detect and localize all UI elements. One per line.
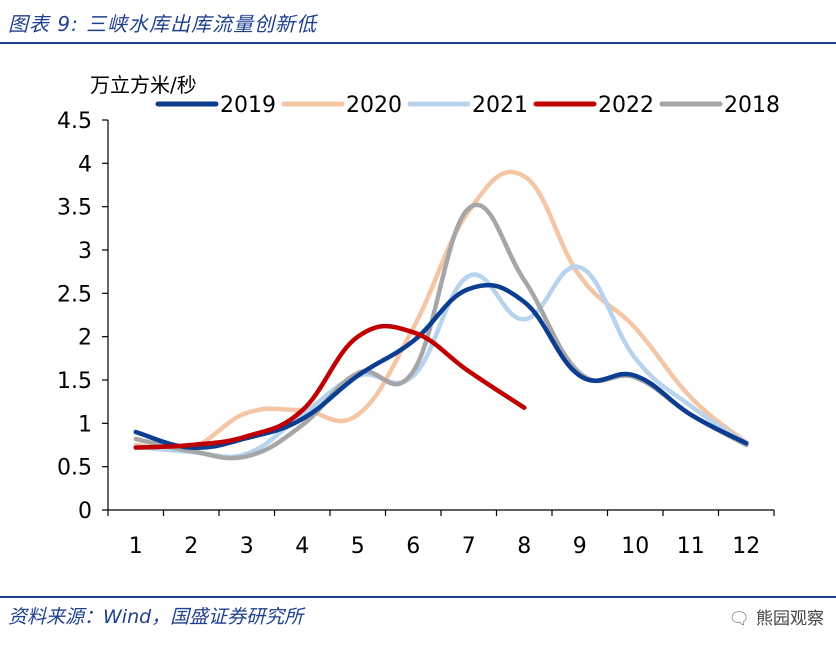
legend-label-2019: 2019	[220, 93, 276, 118]
legend-label-2020: 2020	[346, 93, 402, 118]
footer-divider	[0, 596, 836, 598]
legend-label-2021: 2021	[472, 93, 528, 118]
y-axis-unit-label: 万立方米/秒	[90, 73, 197, 97]
axes: 00.511.522.533.544.51 2 3 4 5 6 7 8 9 10 11 12	[57, 109, 775, 559]
x-tick-label: 1	[129, 534, 143, 559]
y-tick-label: 3	[78, 239, 92, 264]
y-tick-label: 2.5	[57, 282, 92, 307]
y-tick-label: 1	[78, 412, 92, 437]
watermark: 🗨 熊园观察	[728, 604, 824, 629]
title-divider	[0, 42, 836, 44]
x-tick-label: 10	[621, 534, 649, 559]
x-tick-label: 8	[517, 534, 531, 559]
wechat-icon: 🗨	[728, 609, 750, 629]
x-tick-label: 3	[240, 534, 254, 559]
x-tick-label: 12	[732, 534, 760, 559]
legend: 2019 2020 2021 2022 2018	[155, 93, 780, 118]
series-line-2021	[133, 264, 749, 460]
y-tick-label: 2	[78, 326, 92, 351]
x-tick-label: 7	[462, 534, 476, 559]
x-tick-label: 4	[295, 534, 309, 559]
x-tick-label: 5	[351, 534, 365, 559]
line-chart: 2019 2020 2021 2022 2018 万立方米/秒 0 0.5 1 1.5 2 2.5…	[57, 73, 780, 559]
figure-title: 图表 9: 三峡水库出库流量创新低	[8, 12, 318, 36]
source-note: 资料来源：Wind，国盛证券研究所	[8, 606, 304, 628]
y-tick-label: 3.5	[57, 196, 92, 221]
series-line-2018	[133, 202, 749, 461]
y-tick-label: 1.5	[57, 369, 92, 394]
y-tick-label: 4.5	[57, 109, 92, 134]
y-tick-label: 4	[78, 152, 92, 177]
y-tick-label: 0	[78, 499, 92, 524]
legend-label-2018: 2018	[724, 93, 780, 118]
watermark-text: 熊园观察	[756, 609, 824, 629]
legend-label-2022: 2022	[598, 93, 654, 118]
series-lines	[133, 169, 749, 461]
x-tick-label: 11	[677, 534, 705, 559]
x-tick-label: 9	[573, 534, 587, 559]
x-tick-label: 2	[184, 534, 198, 559]
y-tick-label: 0.5	[57, 456, 92, 481]
x-tick-label: 6	[406, 534, 420, 559]
series-line-2022	[133, 323, 527, 450]
